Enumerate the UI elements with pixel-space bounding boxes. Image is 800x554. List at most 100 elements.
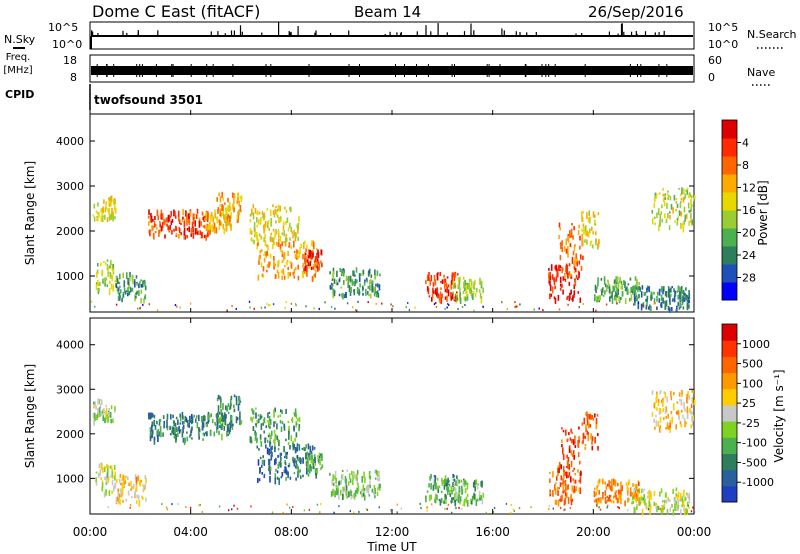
range-cell: [205, 234, 207, 241]
range-cell: [689, 219, 692, 223]
range-cell: [256, 210, 259, 216]
range-cell: [308, 467, 311, 474]
range-cell: [289, 222, 291, 228]
range-cell: [108, 490, 111, 496]
range-cell: [659, 390, 662, 394]
nsky-spike: [315, 30, 317, 36]
range-cell: [464, 279, 466, 287]
range-cell: [124, 475, 126, 481]
range-cell: [637, 492, 639, 499]
range-cell: [352, 474, 354, 482]
noise-cell: [231, 305, 233, 308]
range-cell: [288, 272, 291, 276]
range-cell: [670, 203, 673, 210]
range-cell: [555, 482, 557, 485]
range-cell: [188, 219, 190, 224]
range-cell: [678, 392, 681, 397]
range-cell: [433, 290, 435, 294]
range-cell: [636, 298, 638, 301]
colorbar-tick-label: -1000: [742, 476, 774, 489]
range-cell: [273, 409, 275, 416]
range-cell: [634, 486, 637, 494]
range-cell: [615, 276, 617, 283]
range-cell: [106, 217, 109, 223]
range-cell: [582, 255, 584, 260]
noise-cell: [654, 302, 656, 305]
range-cell: [664, 195, 667, 198]
range-cell: [92, 412, 95, 419]
range-cell: [356, 473, 358, 481]
range-cell: [281, 421, 284, 425]
range-cell: [478, 490, 481, 498]
range-cell: [298, 457, 300, 462]
range-cell: [268, 423, 270, 428]
range-cell: [649, 509, 651, 516]
range-cell: [286, 217, 289, 223]
range-cell: [93, 203, 96, 209]
range-cell: [220, 416, 222, 422]
range-cell: [576, 258, 578, 265]
freq-spike: [486, 64, 488, 77]
range-cell: [260, 423, 263, 430]
noise-cell: [235, 307, 237, 310]
colorbar-segment: [722, 282, 737, 301]
range-cell: [109, 273, 112, 279]
range-cell: [173, 435, 176, 438]
range-cell: [182, 437, 185, 443]
range-cell: [342, 489, 344, 497]
range-cell: [315, 269, 317, 273]
range-cell: [258, 233, 261, 237]
range-cell: [275, 457, 277, 465]
noise-cell: [530, 506, 532, 509]
noise-cell: [330, 305, 333, 308]
range-cell: [235, 395, 238, 401]
range-cell: [453, 275, 456, 282]
range-cell: [684, 496, 686, 502]
range-cell: [593, 297, 596, 302]
range-cell: [101, 269, 104, 275]
range-cell: [178, 429, 181, 434]
range-cell: [363, 471, 365, 479]
freq-spike: [136, 64, 138, 77]
noise-cell: [564, 508, 566, 511]
range-cell: [570, 493, 572, 500]
range-cell: [254, 430, 256, 433]
range-cell: [600, 278, 603, 281]
range-cell: [307, 255, 310, 258]
range-cell: [572, 450, 575, 455]
range-cell: [595, 498, 598, 503]
range-cell: [239, 411, 241, 417]
range-cell: [587, 421, 590, 429]
range-cell: [581, 211, 583, 217]
range-cell: [97, 212, 99, 215]
range-cell: [110, 195, 112, 201]
range-cell: [224, 202, 226, 205]
range-cell: [679, 298, 681, 303]
colorbar-segment: [722, 453, 737, 471]
range-cell: [290, 245, 292, 250]
range-cell: [654, 192, 657, 199]
range-cell: [655, 420, 658, 427]
range-cell: [375, 292, 378, 298]
range-cell: [582, 432, 585, 438]
range-cell: [140, 289, 143, 295]
range-cell: [655, 414, 657, 418]
freq-spike: [640, 64, 642, 77]
range-cell: [573, 246, 576, 251]
range-cell: [233, 198, 235, 205]
range-cell: [454, 297, 457, 302]
noise-cell: [407, 302, 409, 304]
time-tick-label: 08:00: [274, 525, 309, 539]
range-cell: [110, 195, 113, 203]
range-cell: [284, 459, 286, 464]
range-cell: [440, 497, 443, 503]
range-cell: [332, 488, 334, 496]
range-cell: [655, 505, 658, 509]
range-cell: [471, 495, 474, 501]
range-cell: [595, 494, 597, 497]
range-cell: [354, 274, 356, 277]
range-cell: [445, 479, 448, 482]
nsky-spike: [239, 25, 242, 36]
noise-cell: [599, 508, 602, 511]
nsky-spike: [157, 30, 159, 36]
